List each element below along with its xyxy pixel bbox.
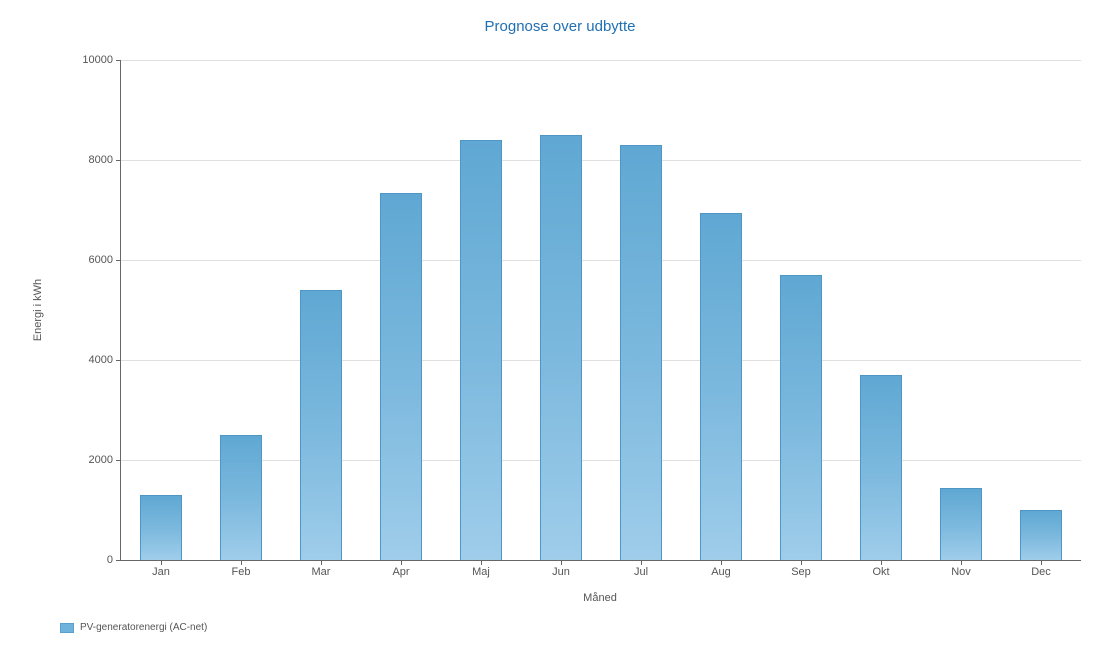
x-tick-mark bbox=[721, 560, 722, 565]
gridline bbox=[121, 160, 1081, 161]
legend-label: PV-generatorenergi (AC-net) bbox=[80, 622, 207, 633]
bar bbox=[540, 135, 582, 560]
x-tick-label: Apr bbox=[392, 566, 409, 578]
x-tick-mark bbox=[561, 560, 562, 565]
x-tick-label: Aug bbox=[711, 566, 731, 578]
x-tick-mark bbox=[241, 560, 242, 565]
y-tick-mark bbox=[116, 560, 121, 561]
bar bbox=[140, 495, 182, 560]
x-tick-label: Okt bbox=[872, 566, 889, 578]
bar bbox=[1020, 510, 1062, 560]
bar bbox=[620, 145, 662, 560]
y-tick-mark bbox=[116, 260, 121, 261]
y-tick-label: 4000 bbox=[89, 354, 113, 366]
legend: PV-generatorenergi (AC-net) bbox=[60, 622, 207, 633]
x-tick-label: Mar bbox=[312, 566, 331, 578]
bar bbox=[940, 488, 982, 561]
x-tick-label: Jan bbox=[152, 566, 170, 578]
x-tick-mark bbox=[321, 560, 322, 565]
y-tick-label: 0 bbox=[107, 554, 113, 566]
gridline bbox=[121, 460, 1081, 461]
x-tick-mark bbox=[481, 560, 482, 565]
gridline bbox=[121, 360, 1081, 361]
x-tick-mark bbox=[801, 560, 802, 565]
bar bbox=[860, 375, 902, 560]
chart-container: Prognose over udbytte Energi i kWh Måned… bbox=[0, 0, 1120, 650]
gridline bbox=[121, 260, 1081, 261]
bar bbox=[380, 193, 422, 561]
x-tick-mark bbox=[641, 560, 642, 565]
y-tick-label: 2000 bbox=[89, 454, 113, 466]
x-tick-label: Maj bbox=[472, 566, 490, 578]
y-tick-label: 8000 bbox=[89, 154, 113, 166]
x-tick-label: Jul bbox=[634, 566, 648, 578]
x-tick-label: Jun bbox=[552, 566, 570, 578]
x-tick-mark bbox=[401, 560, 402, 565]
y-axis-title: Energi i kWh bbox=[32, 279, 44, 341]
y-tick-mark bbox=[116, 360, 121, 361]
x-tick-mark bbox=[881, 560, 882, 565]
bar bbox=[220, 435, 262, 560]
bar bbox=[460, 140, 502, 560]
x-tick-label: Feb bbox=[232, 566, 251, 578]
x-axis-title: Måned bbox=[120, 592, 1080, 604]
bar bbox=[700, 213, 742, 561]
y-tick-label: 10000 bbox=[82, 54, 113, 66]
x-tick-mark bbox=[961, 560, 962, 565]
y-tick-mark bbox=[116, 460, 121, 461]
x-tick-label: Dec bbox=[1031, 566, 1051, 578]
plot-area: 0200040006000800010000JanFebMarAprMajJun… bbox=[120, 60, 1081, 561]
bar bbox=[780, 275, 822, 560]
y-tick-mark bbox=[116, 60, 121, 61]
y-tick-label: 6000 bbox=[89, 254, 113, 266]
x-tick-mark bbox=[161, 560, 162, 565]
bar bbox=[300, 290, 342, 560]
x-tick-label: Sep bbox=[791, 566, 811, 578]
x-tick-mark bbox=[1041, 560, 1042, 565]
x-tick-label: Nov bbox=[951, 566, 971, 578]
legend-swatch bbox=[60, 623, 74, 633]
y-tick-mark bbox=[116, 160, 121, 161]
chart-title: Prognose over udbytte bbox=[0, 18, 1120, 35]
gridline bbox=[121, 60, 1081, 61]
